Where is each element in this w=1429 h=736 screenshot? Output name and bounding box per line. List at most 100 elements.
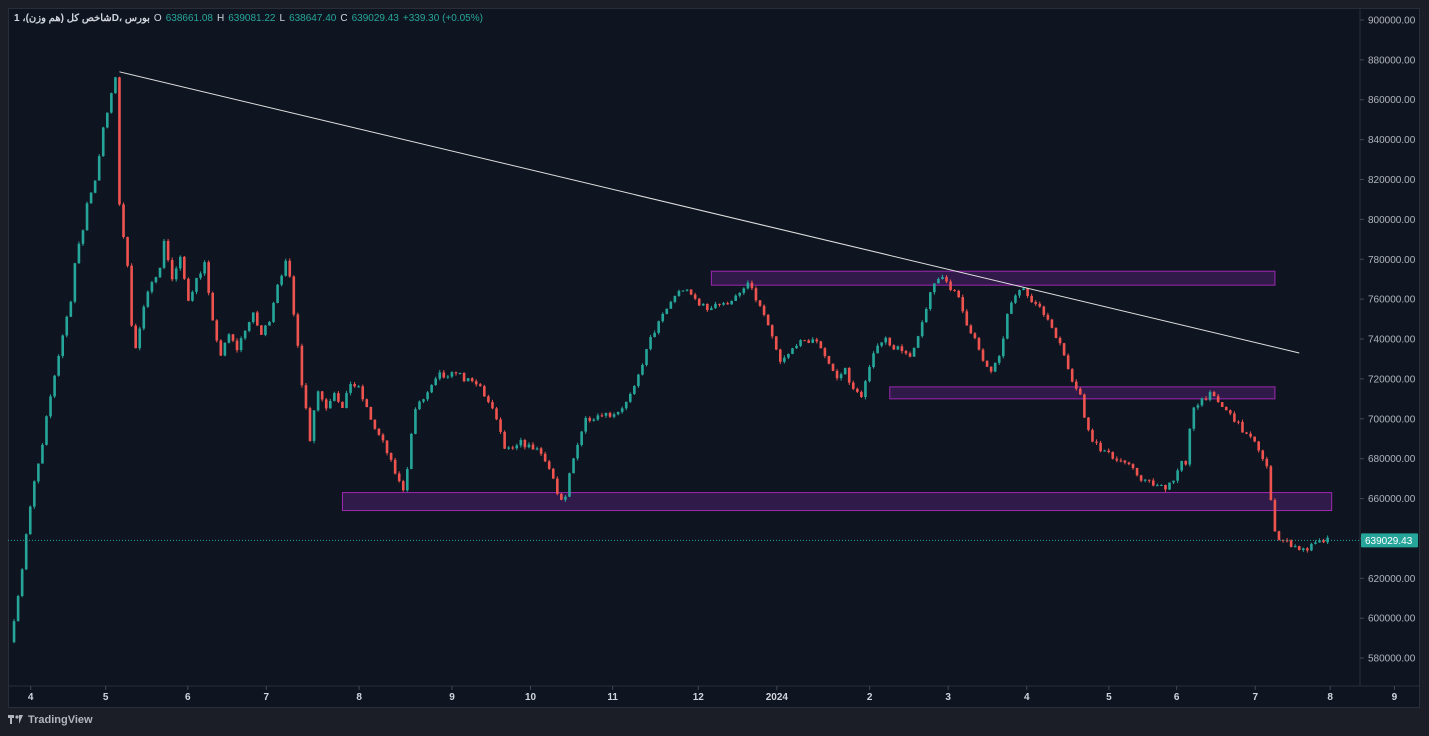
candle-body (620, 408, 624, 412)
candle-body (385, 440, 389, 454)
candle-body (961, 297, 965, 312)
candle-body (888, 337, 892, 346)
brand-name[interactable]: TradingView (28, 714, 93, 726)
candle-body (138, 328, 142, 349)
candle-body (462, 373, 466, 382)
candle-body (551, 468, 555, 479)
candle-body (1074, 381, 1078, 389)
candle-body (1168, 482, 1171, 490)
candle-body (1306, 548, 1309, 551)
candle-body (523, 440, 527, 448)
candle-body (689, 289, 693, 295)
candle-body (1139, 475, 1143, 481)
candle-body (758, 300, 762, 306)
low-label: L (279, 13, 286, 24)
candle-body (438, 372, 442, 379)
candle-body (1208, 392, 1212, 400)
candle-body (37, 463, 40, 482)
candle-body (264, 325, 267, 335)
candle-body (345, 392, 348, 408)
candle-body (487, 396, 490, 403)
candle-body (985, 360, 989, 367)
candle-body (1196, 405, 1200, 408)
candle-body (657, 321, 660, 333)
x-tick-label: 9 (1392, 692, 1398, 703)
candle-body (519, 440, 523, 446)
candle-body (823, 348, 827, 357)
candle-body (588, 417, 592, 421)
candle-body (203, 262, 206, 274)
candle-body (665, 308, 669, 314)
candle-body (211, 292, 215, 321)
y-tick-label: 620000.00 (1368, 574, 1416, 585)
candle-body (434, 378, 437, 385)
candle-body (953, 290, 956, 292)
candle-body (624, 401, 628, 409)
candle-body (1273, 500, 1277, 532)
candle-body (158, 267, 162, 278)
candle-body (770, 325, 774, 337)
candle-body (454, 372, 458, 374)
candle-body (162, 240, 166, 268)
candle-body (701, 303, 705, 306)
candle-body (920, 322, 924, 337)
candle-body (191, 291, 194, 301)
candle-body (612, 414, 616, 417)
x-tick-label: 6 (185, 692, 191, 703)
candle-body (807, 340, 810, 343)
candle-body (1237, 421, 1240, 423)
candle-body (114, 77, 117, 94)
candle-body (564, 496, 567, 500)
candle-body (1030, 295, 1033, 303)
candle-body (1229, 410, 1232, 414)
y-tick-label: 880000.00 (1368, 55, 1416, 66)
chart-pane[interactable] (8, 8, 1420, 708)
symbol-name[interactable]: شاخص کل (هم وزن)، 1D، بورس (14, 13, 150, 24)
candle-body (576, 444, 579, 459)
candle-body (328, 400, 332, 409)
candle-body (1062, 343, 1066, 356)
candle-body (819, 341, 823, 349)
candle-body (499, 419, 502, 432)
candle-body (1200, 398, 1204, 406)
candle-body (839, 374, 843, 379)
brand-footer: TradingView (8, 714, 93, 726)
candle-body (1318, 540, 1321, 543)
candle-body (1087, 417, 1090, 430)
candle-body (628, 393, 632, 402)
candle-body (1289, 540, 1293, 548)
candle-body (1180, 461, 1183, 471)
candle-body (1322, 540, 1325, 543)
candle-body (726, 303, 729, 305)
candle-body (276, 284, 279, 303)
candle-body (410, 433, 413, 470)
support-resistance-zone (710, 270, 1276, 286)
candle-body (1135, 468, 1139, 476)
candle-body (69, 301, 73, 317)
candle-body (1164, 484, 1167, 490)
y-tick-label: 860000.00 (1368, 95, 1416, 106)
candle-body (851, 382, 855, 389)
candle-body (1054, 327, 1058, 338)
candle-body (884, 337, 888, 343)
candle-body (442, 372, 446, 378)
candle-body (616, 411, 620, 415)
candle-body (779, 349, 782, 362)
candle-body (673, 295, 677, 302)
candle-body (353, 384, 356, 387)
candle-body (377, 428, 381, 435)
candle-body (1285, 540, 1289, 542)
candle-body (256, 312, 259, 326)
candle-body (1269, 466, 1273, 501)
candle-body (1103, 450, 1106, 452)
candle-body (892, 345, 896, 350)
candle-body (1249, 433, 1252, 437)
candle-body (45, 416, 48, 445)
y-tick-label: 760000.00 (1368, 295, 1416, 306)
candle-body (531, 444, 535, 450)
y-tick-label: 600000.00 (1368, 614, 1416, 625)
candle-body (85, 203, 89, 231)
candle-body (535, 448, 539, 450)
candle-body (596, 415, 600, 420)
